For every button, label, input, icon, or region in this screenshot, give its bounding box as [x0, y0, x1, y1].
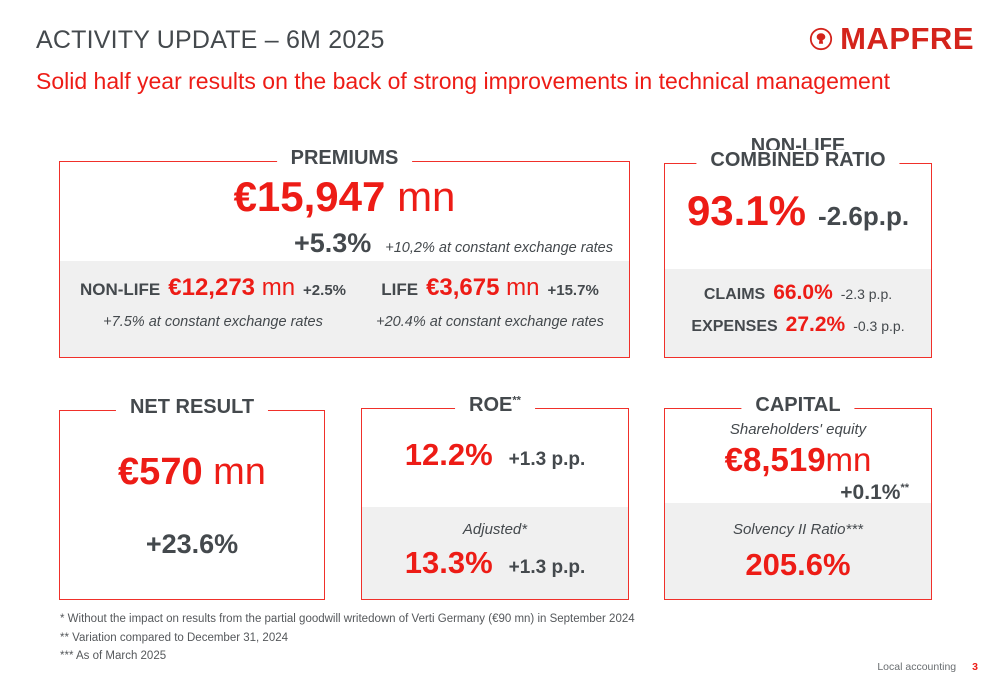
roe-content: 12.2% +1.3 p.p. Adjusted* 13.3% +1.3 p.p…: [362, 409, 628, 599]
page-title: ACTIVITY UPDATE – 6M 2025: [36, 26, 385, 54]
roe-main-row: 12.2% +1.3 p.p.: [362, 439, 628, 471]
combined-ratio-row-claims: CLAIMS 66.0% -2.3 p.p.: [665, 281, 931, 305]
roe-adjusted-delta: +1.3 p.p.: [508, 557, 586, 578]
claims-delta: -2.3 p.p.: [840, 286, 893, 302]
mapfre-tree-circle-icon: [809, 27, 833, 51]
page-number: 3: [972, 661, 978, 673]
roe-adjusted-value: 13.3%: [404, 545, 493, 580]
roe-adjusted-label: Adjusted*: [462, 521, 528, 538]
expenses-label: EXPENSES: [691, 318, 778, 335]
roe-delta: +1.3 p.p.: [508, 449, 586, 470]
roe-band: [362, 507, 628, 599]
premiums-main-value: €15,947 mn: [60, 176, 629, 218]
premiums-nonlife-label: NON-LIFE: [79, 280, 161, 299]
expenses-delta: -0.3 p.p.: [853, 318, 905, 334]
capital-band: [665, 503, 931, 599]
premiums-content: €15,947 mn +5.3% +10,2% at constant exch…: [60, 162, 629, 357]
capital-solvency-value: 205.6%: [745, 547, 851, 582]
footnote-1: * Without the impact on results from the…: [60, 613, 635, 625]
capital-equity-value: €8,519mn: [665, 443, 931, 476]
premiums-band: [60, 261, 629, 357]
premiums-change: +5.3%: [293, 228, 372, 258]
premiums-life-label: LIFE: [381, 280, 419, 299]
premiums-life-note: +20.4% at constant exchange rates: [376, 314, 604, 330]
net-result-content: €570 mn +23.6%: [60, 411, 324, 599]
premiums-life-change: +15.7%: [547, 282, 599, 299]
roe-value: 12.2%: [404, 437, 493, 472]
net-result-unit: mn: [213, 451, 266, 493]
claims-value: 66.0%: [773, 281, 833, 304]
net-result-change: +23.6%: [145, 529, 239, 559]
expenses-value: 27.2%: [785, 313, 846, 336]
premiums-nonlife-note: +7.5% at constant exchange rates: [103, 314, 323, 330]
combined-ratio-breakdown: CLAIMS 66.0% -2.3 p.p. EXPENSES 27.2% -0…: [665, 281, 931, 345]
capital-equity-change: +0.1%**: [840, 481, 909, 504]
premiums-life-block: LIFE €3,675 mn +15.7% +20.4% at constant…: [356, 274, 624, 330]
net-result-amount: €570: [118, 451, 203, 493]
premiums-nonlife-value: €12,273 mn: [168, 274, 296, 301]
capital-panel: CAPITAL Shareholders' equity €8,519mn +0…: [664, 395, 932, 600]
combined-ratio-title-line2: COMBINED RATIO: [696, 150, 900, 170]
premiums-title: PREMIUMS: [276, 148, 413, 168]
combined-ratio-delta: -2.6p.p.: [818, 201, 910, 231]
page-subtitle: Solid half year results on the back of s…: [36, 68, 890, 94]
combined-ratio-value: 93.1%: [686, 187, 807, 234]
combined-ratio-panel: COMBINED RATIO 93.1% -2.6p.p. CLAIMS 66.…: [664, 150, 932, 358]
net-result-panel: NET RESULT €570 mn +23.6%: [59, 397, 325, 600]
combined-ratio-main-row: 93.1% -2.6p.p.: [665, 190, 931, 232]
roe-title: ROE**: [455, 395, 535, 415]
premiums-panel: PREMIUMS €15,947 mn +5.3% +10,2% at cons…: [59, 148, 630, 358]
net-result-value: €570 mn: [60, 453, 324, 491]
capital-title: CAPITAL: [741, 395, 855, 415]
premiums-nonlife-block: NON-LIFE €12,273 mn +2.5% +7.5% at const…: [68, 274, 358, 330]
combined-ratio-band: [665, 269, 931, 357]
combined-ratio-row-expenses: EXPENSES 27.2% -0.3 p.p.: [665, 313, 931, 337]
footer-source-label: Local accounting: [877, 661, 957, 673]
mapfre-wordmark: MAPFRE: [840, 21, 974, 56]
roe-adjusted-row: 13.3% +1.3 p.p.: [362, 547, 628, 579]
premiums-nonlife-change: +2.5%: [303, 282, 346, 299]
footer-meta: Local accounting 3: [877, 661, 978, 673]
combined-ratio-content: 93.1% -2.6p.p. CLAIMS 66.0% -2.3 p.p. EX…: [665, 164, 931, 357]
capital-equity-amount: €8,519: [724, 441, 826, 478]
footnote-3: *** As of March 2025: [60, 650, 167, 663]
footnote-2: ** Variation compared to December 31, 20…: [60, 631, 289, 644]
footnotes: * Without the impact on results from the…: [60, 610, 635, 666]
premiums-life-value: €3,675 mn: [426, 274, 540, 301]
capital-equity-unit: mn: [825, 441, 872, 478]
premiums-change-note: +10,2% at constant exchange rates: [385, 240, 613, 256]
capital-equity-label: Shareholders' equity: [729, 421, 867, 438]
capital-content: Shareholders' equity €8,519mn +0.1%** So…: [665, 409, 931, 599]
premiums-main-amount: €15,947: [233, 173, 386, 220]
net-result-title: NET RESULT: [115, 397, 269, 417]
roe-panel: ROE** 12.2% +1.3 p.p. Adjusted* 13.3% +1…: [361, 395, 629, 600]
claims-label: CLAIMS: [703, 286, 766, 303]
capital-solvency-label: Solvency II Ratio***: [732, 521, 864, 538]
premiums-main-unit: mn: [397, 173, 456, 220]
mapfre-logo: MAPFRE: [809, 23, 974, 54]
premiums-change-row: +5.3% +10,2% at constant exchange rates: [294, 228, 613, 259]
